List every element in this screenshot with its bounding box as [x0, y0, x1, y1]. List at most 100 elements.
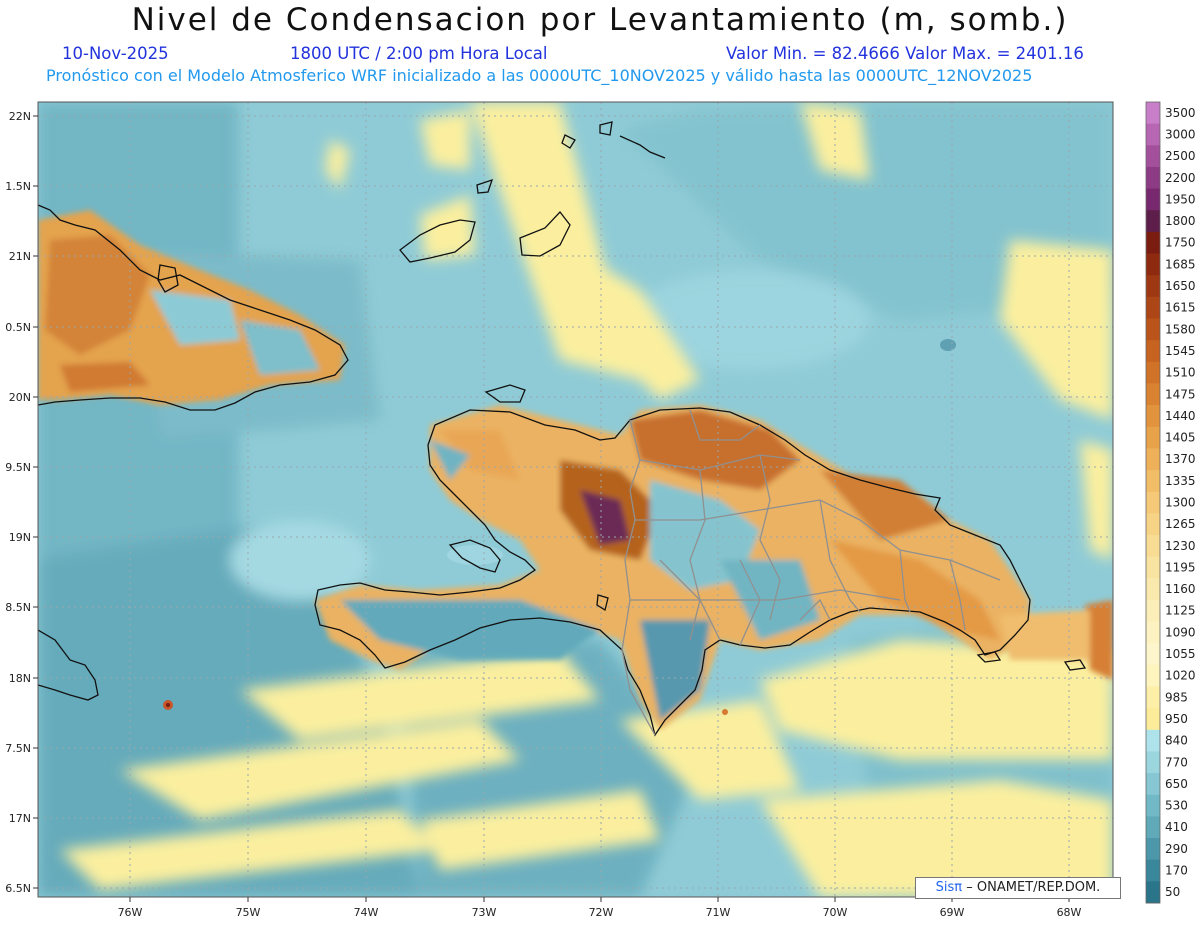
colorbar-label: 950 — [1165, 712, 1188, 726]
sis-logo: Sisπ — [935, 880, 963, 895]
colorbar-label: 1230 — [1165, 539, 1196, 553]
colorbar-label: 1160 — [1165, 582, 1196, 596]
lat-label: 20N — [9, 391, 31, 404]
colorbar-label: 1090 — [1165, 625, 1196, 639]
colorbar-label: 770 — [1165, 755, 1188, 769]
colorbar-label: 2200 — [1165, 171, 1196, 185]
colorbar-label: 1580 — [1165, 322, 1196, 336]
colorbar-swatch — [1146, 210, 1160, 233]
lon-label: 68W — [1057, 906, 1082, 919]
axis-ticks — [33, 115, 1070, 902]
colorbar-label: 985 — [1165, 690, 1188, 704]
colorbar-label: 50 — [1165, 885, 1180, 899]
colorbar-label: 1020 — [1165, 669, 1196, 683]
colorbar-label: 1510 — [1165, 366, 1196, 380]
lon-label: 75W — [236, 906, 261, 919]
colorbar-swatch — [1146, 470, 1160, 493]
colorbar-swatch — [1146, 773, 1160, 796]
province-borders — [621, 409, 1001, 736]
colorbar-swatch — [1146, 859, 1160, 882]
colorbar-swatch — [1146, 686, 1160, 709]
colorbar-label: 1650 — [1165, 279, 1196, 293]
colorbar-swatch — [1146, 405, 1160, 428]
lat-label: 9.5N — [5, 461, 31, 474]
valid-time: 1800 UTC / 2:00 pm Hora Local — [290, 44, 548, 63]
colorbar-label: 530 — [1165, 799, 1188, 813]
colorbar-swatch — [1146, 643, 1160, 666]
latitude-labels: 22N 1.5N 21N 0.5N 20N 9.5N 19N 8.5N 18N … — [5, 110, 31, 895]
lat-label: 21N — [9, 250, 31, 263]
colorbar-swatch — [1146, 556, 1160, 579]
colorbar-label: 1265 — [1165, 517, 1196, 531]
colorbar-swatch — [1146, 296, 1160, 319]
colorbar-label: 1300 — [1165, 496, 1196, 510]
lon-label: 74W — [354, 906, 379, 919]
colorbar-label: 1800 — [1165, 214, 1196, 228]
lat-label: 7.5N — [5, 742, 31, 755]
valid-date: 10-Nov-2025 — [62, 44, 169, 63]
lon-label: 70W — [823, 906, 848, 919]
colorbar-label: 1440 — [1165, 409, 1196, 423]
colorbar-label: 290 — [1165, 842, 1188, 856]
colorbar-label: 3500 — [1165, 106, 1196, 120]
colorbar-label: 1950 — [1165, 192, 1196, 206]
colorbar-swatch — [1146, 794, 1160, 817]
min-max-values: Valor Min. = 82.4666 Valor Max. = 2401.1… — [726, 44, 1084, 63]
lon-label: 73W — [472, 906, 497, 919]
lon-label: 76W — [118, 906, 143, 919]
colorbar-swatch — [1146, 426, 1160, 449]
colorbar-label: 1125 — [1165, 604, 1196, 618]
colorbar-label: 840 — [1165, 734, 1188, 748]
credit-org: – ONAMET/REP.DOM. — [966, 880, 1101, 895]
colorbar-swatch — [1146, 534, 1160, 558]
colorbar-swatch — [1146, 621, 1160, 644]
colorbar-swatch — [1146, 816, 1160, 839]
colorbar-swatch — [1146, 708, 1160, 731]
lat-label: 8.5N — [5, 601, 31, 614]
lat-label: 0.5N — [5, 321, 31, 334]
colorbar-label: 410 — [1165, 820, 1188, 834]
colorbar-label: 1685 — [1165, 257, 1196, 271]
lon-label: 72W — [589, 906, 614, 919]
lat-label: 19N — [9, 531, 31, 544]
colorbar-swatch — [1146, 448, 1160, 471]
lon-label: 71W — [706, 906, 731, 919]
colorbar: 3500 3000 2500 2200 1950 1800 1750 1685 1650 1615… — [1145, 101, 1196, 904]
colorbar-swatch — [1146, 166, 1160, 189]
colorbar-frame — [1145, 101, 1161, 904]
colorbar-swatch — [1146, 145, 1160, 168]
colorbar-label: 1195 — [1165, 560, 1196, 574]
colorbar-swatch — [1146, 729, 1160, 752]
colorbar-label: 3000 — [1165, 127, 1196, 141]
colorbar-swatch — [1146, 102, 1160, 125]
colorbar-label: 2500 — [1165, 149, 1196, 163]
colorbar-swatch — [1146, 881, 1160, 904]
lon-label: 69W — [940, 906, 965, 919]
colorbar-swatch — [1146, 838, 1160, 861]
forecast-description: Pronóstico con el Modelo Atmosferico WRF… — [46, 66, 1033, 85]
coastlines — [38, 121, 1087, 737]
lat-label: 17N — [9, 812, 31, 825]
colorbar-label: 1370 — [1165, 452, 1196, 466]
colorbar-label: 1055 — [1165, 647, 1196, 661]
longitude-labels: 76W 75W 74W 73W 72W 71W 70W 69W 68W — [118, 906, 1082, 919]
colorbar-swatch — [1146, 123, 1160, 146]
colorbar-swatch — [1146, 578, 1160, 601]
colorbar-label: 1475 — [1165, 387, 1196, 401]
colorbar-label: 170 — [1165, 864, 1188, 878]
colorbar-label: 1615 — [1165, 301, 1196, 315]
colorbar-label: 1335 — [1165, 474, 1196, 488]
map-frame — [37, 101, 1114, 898]
colorbar-swatch — [1146, 231, 1160, 254]
colorbar-swatch — [1146, 275, 1160, 298]
lat-label: 22N — [9, 110, 31, 123]
colorbar-label: 1750 — [1165, 236, 1196, 250]
colorbar-swatch — [1146, 318, 1160, 341]
lat-label: 6.5N — [5, 882, 31, 895]
lat-label: 18N — [9, 672, 31, 685]
colorbar-swatch — [1146, 361, 1160, 384]
colorbar-label: 650 — [1165, 777, 1188, 791]
colorbar-label: 1545 — [1165, 344, 1196, 358]
colorbar-swatch — [1146, 253, 1160, 276]
